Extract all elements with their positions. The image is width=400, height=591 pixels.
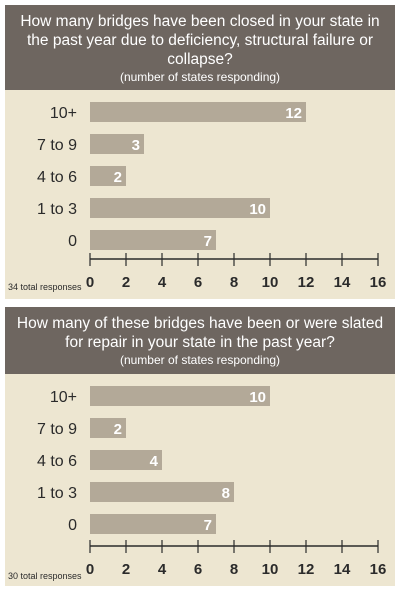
x-tick-label: 6 — [194, 561, 202, 578]
category-label: 4 to 6 — [37, 169, 77, 186]
x-tick-label: 10 — [262, 561, 279, 578]
x-tick-label: 16 — [370, 561, 387, 578]
chart-panel-1: How many bridges have been closed in you… — [5, 5, 395, 299]
category-label: 7 to 9 — [37, 421, 77, 438]
bar-value-label: 2 — [114, 421, 122, 438]
bar-value-label: 12 — [285, 105, 302, 122]
bar-value-label: 3 — [132, 137, 140, 154]
x-tick-label: 0 — [86, 274, 94, 291]
category-label: 0 — [68, 517, 77, 534]
x-tick-label: 2 — [122, 274, 130, 291]
category-label: 1 to 3 — [37, 485, 77, 502]
plot-area-1: 10+ 12 7 to 9 3 4 to 6 2 1 to 3 10 0 7 0 2 4 6 8 10 12 14… — [5, 90, 395, 299]
x-tick-label: 12 — [298, 561, 315, 578]
x-tick-label: 10 — [262, 274, 279, 291]
bar-value-label: 4 — [150, 453, 159, 470]
x-tick-label: 16 — [370, 274, 387, 291]
x-tick-label: 4 — [158, 274, 167, 291]
bar-value-label: 10 — [249, 389, 266, 406]
total-responses-2: 30 total responses — [8, 571, 82, 581]
chart-header-1: How many bridges have been closed in you… — [5, 5, 395, 90]
chart-subtitle-2: (number of states responding) — [119, 353, 281, 367]
bar-value-label: 7 — [204, 517, 212, 534]
category-label: 0 — [68, 233, 77, 250]
bar — [90, 450, 162, 470]
chart-subtitle-1: (number of states responding) — [119, 70, 281, 84]
x-tick-label: 6 — [194, 274, 202, 291]
bar-value-label: 2 — [114, 169, 122, 186]
bar — [90, 230, 216, 250]
bar — [90, 198, 270, 218]
chart-title-2: How many of these bridges have been or w… — [16, 315, 384, 351]
x-tick-label: 14 — [334, 274, 351, 291]
bar — [90, 514, 216, 534]
x-tick-label: 12 — [298, 274, 315, 291]
bar — [90, 386, 270, 406]
bar — [90, 482, 234, 502]
chart-header-2: How many of these bridges have been or w… — [5, 307, 395, 374]
category-label: 10+ — [50, 105, 77, 122]
bar-value-label: 7 — [204, 233, 212, 250]
chart-panel-2: How many of these bridges have been or w… — [5, 307, 395, 586]
bar-chart-2: 10+ 10 7 to 9 2 4 to 6 4 1 to 3 8 0 7 0 2 4 6 8 10 12 14 1… — [37, 386, 387, 578]
x-tick-label: 14 — [334, 561, 351, 578]
bar — [90, 418, 126, 438]
x-tick-label: 2 — [122, 561, 130, 578]
x-tick-label: 8 — [230, 561, 238, 578]
x-tick-label: 0 — [86, 561, 94, 578]
x-tick-label: 4 — [158, 561, 167, 578]
bar — [90, 102, 306, 122]
category-label: 1 to 3 — [37, 201, 77, 218]
bar-value-label: 10 — [249, 201, 266, 218]
bar-value-label: 8 — [222, 485, 230, 502]
category-label: 4 to 6 — [37, 453, 77, 470]
total-responses-1: 34 total responses — [8, 282, 82, 292]
category-label: 7 to 9 — [37, 137, 77, 154]
chart-title-1: How many bridges have been closed in you… — [20, 13, 380, 68]
x-tick-label: 8 — [230, 274, 238, 291]
bar-chart-1: 10+ 12 7 to 9 3 4 to 6 2 1 to 3 10 0 7 0 2 4 6 8 10 12 14… — [37, 102, 387, 291]
category-label: 10+ — [50, 389, 77, 406]
bar — [90, 134, 144, 154]
plot-area-2: 10+ 10 7 to 9 2 4 to 6 4 1 to 3 8 0 7 0 2 4 6 8 10 12 14 1… — [5, 374, 395, 586]
bar — [90, 166, 126, 186]
